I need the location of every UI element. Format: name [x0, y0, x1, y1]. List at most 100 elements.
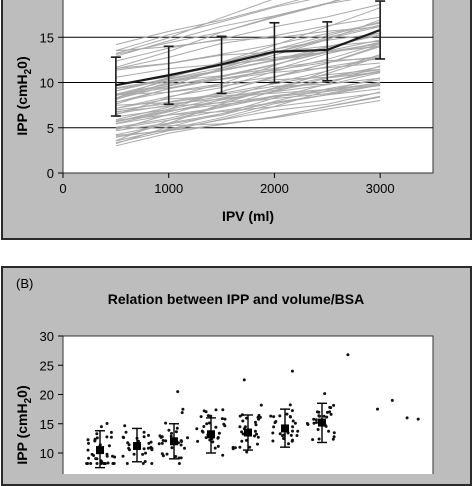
panel-a-subject-line: [115, 0, 311, 52]
panel-b-data-point: [142, 430, 146, 434]
panel-b-data-point: [289, 433, 293, 437]
panel-b-data-point: [214, 408, 218, 412]
panel-b-data-point: [332, 435, 336, 439]
panel-b-data-point: [376, 407, 379, 411]
panel-b-data-point: [295, 434, 299, 437]
panel-b-data-point: [238, 425, 242, 429]
panel-b-data-point: [272, 415, 276, 419]
panel-b-data-point: [245, 438, 248, 442]
panel-b-data-point: [317, 410, 321, 414]
panel-a-subject-line: [115, 34, 381, 99]
panel-b-data-point: [165, 452, 169, 456]
panel-a-individual-lines: [115, 0, 381, 147]
panel-b-data-point: [220, 417, 224, 421]
panel-b-data-point: [207, 421, 211, 425]
panel-b-data-point: [204, 436, 208, 440]
panel-b-data-point: [327, 429, 331, 433]
panel-b-data-point: [288, 403, 292, 407]
panel-a-mean-line: [115, 28, 381, 87]
panel-b-data-point: [107, 444, 111, 448]
panel-b-mean-marker: [96, 446, 104, 455]
panel-b-mean-marker: [318, 418, 326, 427]
panel-b-data-point: [146, 446, 150, 450]
panel-b-y-tick-label: 20: [40, 388, 54, 403]
panel-b-data-point: [405, 416, 409, 420]
panel-a-subject-line: [115, 0, 342, 57]
panel-a-x-tick-label: 0: [59, 181, 66, 196]
panel-a-subject-line: [115, 68, 381, 113]
panel-a-subject-line: [115, 0, 273, 54]
panel-b-data-point: [170, 431, 173, 435]
panel-b-title: Relation between IPP and volume/BSA: [108, 291, 364, 307]
panel-b-data-point: [167, 428, 171, 432]
panel-b-data-point: [93, 439, 97, 443]
panel-b-data-point: [323, 392, 327, 396]
panel-b-data-point: [204, 410, 208, 414]
panel-b-data-point: [291, 429, 294, 433]
panel-b-data-point: [305, 422, 309, 425]
panel-b-data-point: [240, 430, 244, 434]
panel-a-subject-line: [115, 39, 381, 105]
panel-b-data-point: [180, 411, 184, 415]
panel-a-x-ticks: 0 1000 2000 3000: [59, 173, 395, 196]
panel-b-data-point: [278, 432, 282, 436]
panel-a-x-tick-label: 2000: [260, 181, 289, 196]
panel-b-data-point: [317, 414, 321, 418]
panel-a-y-ticks: 0 5 10 15: [40, 30, 63, 181]
panel-b-data-point: [105, 435, 109, 439]
panel-b-data-point: [256, 442, 259, 446]
panel-b-data-point: [137, 439, 140, 443]
panel-b-data-point: [216, 444, 220, 448]
panel-b-data-point: [213, 446, 217, 450]
panel-b-data-point: [150, 462, 154, 465]
panel-b-data-point: [211, 440, 215, 444]
panel-b-data-point: [95, 436, 99, 440]
panel-b-data-point: [121, 454, 125, 458]
panel-b-y-tick-label: 10: [40, 446, 54, 461]
panel-b-data-point: [181, 407, 185, 411]
panel-b-data-point: [169, 434, 173, 438]
panel-b-data-point: [311, 438, 315, 442]
panel-b-data-point: [221, 453, 225, 457]
panel-b-data-point: [245, 450, 249, 454]
panel-b-data-point: [142, 447, 146, 451]
panel-b-data-point: [296, 429, 300, 433]
panel-b-data-point: [143, 460, 147, 463]
panel-b-data-point: [282, 437, 285, 440]
panel-a-subject-line: [115, 79, 381, 136]
panel-b-data-point: [253, 434, 256, 438]
panel-b-data-point: [205, 422, 209, 426]
panel-a-mean-series: [110, 0, 386, 117]
panel-b-data-point: [160, 441, 164, 445]
panel-b-data-point: [141, 452, 145, 456]
panel-b-data-point: [183, 446, 186, 450]
panel-a-x-tick-label: 3000: [366, 181, 395, 196]
panel-b-data-point: [164, 421, 168, 425]
panel-b-data-point: [269, 414, 273, 418]
panel-b-data-point: [86, 448, 90, 452]
panel-b-data-point: [291, 419, 295, 423]
panel-b-data-point: [312, 421, 316, 425]
panel-b-data-point: [271, 431, 275, 435]
panel-b-data-point: [288, 415, 292, 418]
panel-b-data-point: [149, 440, 153, 444]
panel-b-data-point: [160, 452, 164, 456]
panel-b-data-point: [240, 439, 244, 443]
panel-a-x-tick-label: 1000: [154, 181, 183, 196]
panel-b-data-point: [322, 414, 326, 418]
panel-b-mean-marker: [281, 424, 289, 433]
panel-b-data-point: [328, 405, 332, 409]
panel-b-data-point: [85, 462, 89, 465]
panel-b-data-point: [164, 439, 168, 443]
panel-b-data-point: [125, 462, 129, 465]
panel-b-data-point: [176, 390, 180, 394]
panel-b-data-point: [179, 456, 183, 460]
panel-b-data-point: [256, 435, 260, 439]
panel-a-subject-line: [115, 82, 381, 128]
panel-b-data-point: [170, 446, 174, 450]
panel-b-data-point: [179, 443, 183, 447]
panel-b-data-point: [238, 445, 242, 449]
panel-b-data-point: [174, 455, 178, 458]
panel-b-data-point: [195, 427, 199, 431]
panel-b-data-point: [241, 419, 245, 423]
